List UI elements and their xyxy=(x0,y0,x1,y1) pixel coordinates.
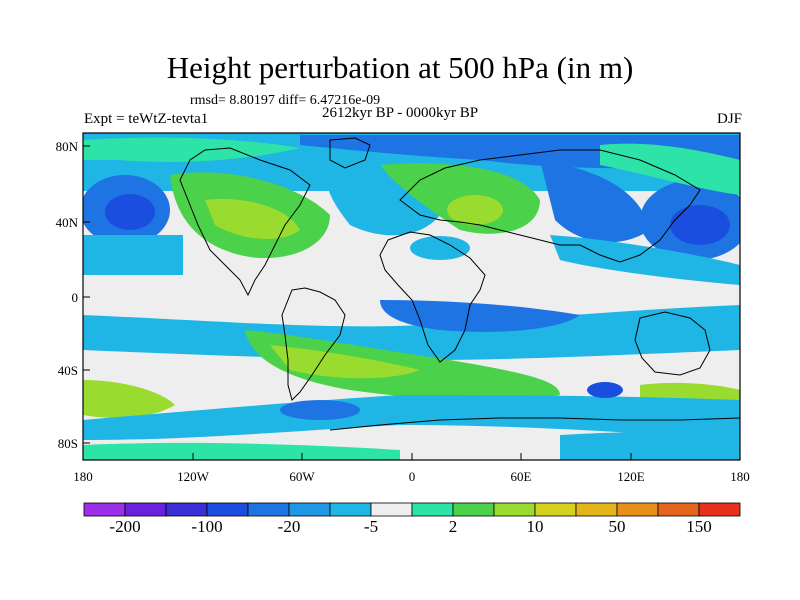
lon-label-0: 0 xyxy=(408,469,416,484)
colorbar-label: 10 xyxy=(526,517,544,536)
period-label: 2612kyr BP - 0000kyr BP xyxy=(321,105,479,121)
season-label: DJF xyxy=(716,111,742,127)
field-atlantic-neg xyxy=(326,160,440,236)
field-sh-west-pos xyxy=(83,380,175,418)
lat-label-80n: 80N xyxy=(55,139,78,154)
experiment-label: Expt = teWtZ-tevta1 xyxy=(84,111,209,127)
coast-africa xyxy=(379,231,486,363)
colorbar-swatch xyxy=(452,502,495,517)
colorbar-label: -20 xyxy=(277,517,301,536)
colorbar-swatch xyxy=(83,502,126,517)
lon-label-60w: 60W xyxy=(289,469,315,484)
field-npac-low-west-core xyxy=(105,194,155,230)
field-arctic-green xyxy=(83,137,300,162)
colorbar-label: -200 xyxy=(109,517,141,536)
field-europe-pos-core xyxy=(447,195,503,225)
colorbar-swatch xyxy=(575,502,618,517)
lat-label-40n: 40N xyxy=(55,215,78,230)
colorbar-swatch xyxy=(493,502,536,517)
lon-label-180e: 180 xyxy=(730,469,750,484)
coast-south-america xyxy=(281,287,346,401)
field-trop-north-east xyxy=(550,235,740,285)
field-sh-neg-core xyxy=(380,300,580,332)
field-sh-pos xyxy=(245,330,560,401)
colorbar-swatch xyxy=(329,502,372,517)
field-so-core-1 xyxy=(280,400,360,420)
map-title: Height perturbation at 500 hPa (in m) xyxy=(166,50,634,85)
field-namerica-pos-core xyxy=(205,199,300,240)
field-so-core-2 xyxy=(587,382,623,398)
axis-ticks xyxy=(82,145,741,460)
coast-eurasia xyxy=(399,149,701,263)
coast-greenland xyxy=(329,137,371,169)
coastlines xyxy=(179,137,740,431)
colorbar-swatch xyxy=(698,502,741,517)
coast-antarctica xyxy=(329,417,740,431)
field-npac-low-east-core xyxy=(670,205,730,245)
coast-north-america xyxy=(179,147,311,297)
colorbar-label: 2 xyxy=(448,517,458,536)
colorbar-swatch xyxy=(165,502,208,517)
lat-label-0: 0 xyxy=(71,290,79,305)
colorbar-label: -100 xyxy=(191,517,223,536)
colorbar-label: 50 xyxy=(608,517,626,536)
colorbar-label: -5 xyxy=(363,517,379,536)
lat-label-80s: 80S xyxy=(57,436,78,451)
field-trop-north xyxy=(83,235,183,275)
field-antarctic-pos xyxy=(83,442,400,460)
field-sh-neg-band xyxy=(83,305,740,360)
colorbar-swatch xyxy=(124,502,167,517)
field-india-neg xyxy=(410,236,470,260)
colorbar-swatch xyxy=(247,502,290,517)
lon-label-180w: 180 xyxy=(73,469,93,484)
field-sh-pos-core xyxy=(270,345,420,379)
colorbar-swatch xyxy=(616,502,659,517)
field-asia-pos xyxy=(600,143,740,195)
colorbar-swatch xyxy=(534,502,577,517)
lon-label-120w: 120W xyxy=(177,469,209,484)
height-field xyxy=(83,133,740,460)
colorbar-swatch xyxy=(370,502,413,517)
colorbar-swatch xyxy=(288,502,331,517)
colorbar xyxy=(83,502,741,517)
lon-label-60e: 60E xyxy=(510,469,532,484)
field-asia-neg xyxy=(540,160,650,243)
field-antarctic-neg xyxy=(560,431,740,460)
lon-label-120e: 120E xyxy=(617,469,645,484)
colorbar-swatch xyxy=(206,502,249,517)
coast-australia xyxy=(634,311,711,376)
field-southern-ocean xyxy=(83,395,740,440)
colorbar-swatch xyxy=(657,502,700,517)
colorbar-swatch xyxy=(411,502,454,517)
lat-label-40s: 40S xyxy=(57,363,78,378)
stats-line: rmsd= 8.80197 diff= 6.47216e-09 xyxy=(190,93,381,108)
colorbar-label: 150 xyxy=(686,517,712,536)
